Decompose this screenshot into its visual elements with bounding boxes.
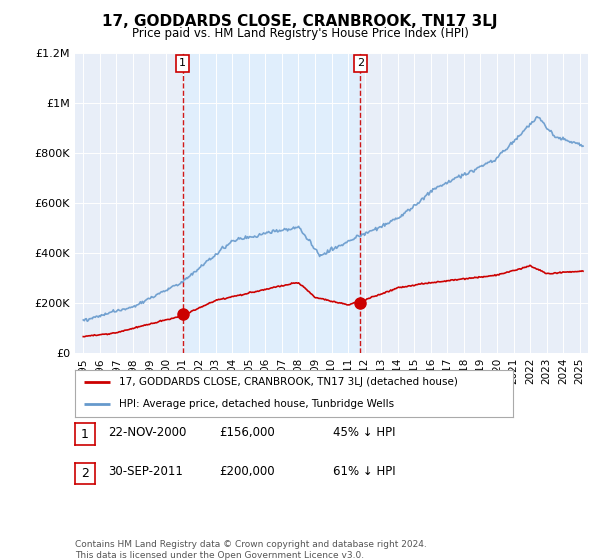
- Text: 45% ↓ HPI: 45% ↓ HPI: [333, 426, 395, 439]
- Text: 1: 1: [81, 427, 89, 441]
- Text: HPI: Average price, detached house, Tunbridge Wells: HPI: Average price, detached house, Tunb…: [119, 399, 394, 409]
- Text: 2: 2: [81, 466, 89, 480]
- Text: 2: 2: [357, 58, 364, 68]
- Text: 61% ↓ HPI: 61% ↓ HPI: [333, 465, 395, 478]
- Bar: [182, 53, 361, 353]
- Text: Price paid vs. HM Land Registry's House Price Index (HPI): Price paid vs. HM Land Registry's House …: [131, 27, 469, 40]
- Text: 17, GODDARDS CLOSE, CRANBROOK, TN17 3LJ (detached house): 17, GODDARDS CLOSE, CRANBROOK, TN17 3LJ …: [119, 377, 458, 388]
- Text: Contains HM Land Registry data © Crown copyright and database right 2024.
This d: Contains HM Land Registry data © Crown c…: [75, 540, 427, 560]
- Text: 22-NOV-2000: 22-NOV-2000: [108, 426, 187, 439]
- Text: 17, GODDARDS CLOSE, CRANBROOK, TN17 3LJ: 17, GODDARDS CLOSE, CRANBROOK, TN17 3LJ: [102, 14, 498, 29]
- Text: £156,000: £156,000: [219, 426, 275, 439]
- Text: 30-SEP-2011: 30-SEP-2011: [108, 465, 183, 478]
- Text: £200,000: £200,000: [219, 465, 275, 478]
- Text: 1: 1: [179, 58, 186, 68]
